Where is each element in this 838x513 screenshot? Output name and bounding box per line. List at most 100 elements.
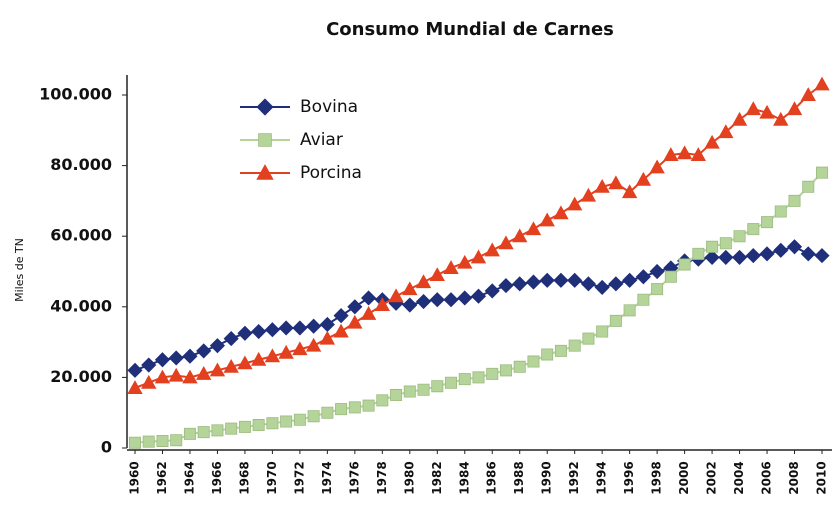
marker	[704, 249, 720, 265]
marker	[292, 320, 308, 336]
x-tick-label: 1988	[512, 461, 526, 494]
marker	[472, 371, 485, 384]
marker	[719, 237, 732, 250]
marker	[280, 415, 293, 428]
marker	[623, 304, 636, 317]
marker	[127, 380, 143, 394]
marker	[319, 316, 335, 333]
marker	[568, 339, 581, 352]
marker	[209, 362, 226, 377]
marker	[513, 360, 526, 373]
marker	[197, 426, 210, 439]
marker	[759, 246, 775, 262]
x-tick-label: 1996	[622, 461, 636, 494]
x-tick-label: 1970	[265, 461, 279, 494]
marker	[541, 348, 554, 361]
x-tick-label: 2006	[760, 461, 774, 494]
marker	[484, 242, 500, 257]
marker	[170, 434, 183, 447]
marker	[306, 318, 322, 334]
x-tick-label: 1964	[182, 461, 196, 494]
marker	[142, 435, 155, 448]
marker	[499, 364, 512, 377]
marker	[335, 403, 348, 416]
y-axis-label: Miles de TN	[13, 238, 26, 302]
marker	[663, 147, 679, 162]
marker	[745, 101, 761, 116]
x-tick-label: 1966	[210, 461, 224, 494]
legend-marker	[256, 164, 274, 180]
marker	[786, 101, 803, 116]
legend-label: Porcina	[300, 163, 362, 183]
marker	[237, 355, 253, 370]
marker	[307, 410, 320, 423]
marker	[761, 216, 774, 229]
marker	[580, 276, 596, 292]
marker	[527, 355, 540, 368]
marker	[388, 288, 404, 303]
marker	[649, 159, 665, 174]
marker	[635, 171, 652, 186]
marker	[154, 369, 171, 384]
marker	[127, 362, 143, 378]
x-tick-label: 1998	[650, 461, 664, 494]
marker	[594, 279, 610, 295]
x-tick-label: 2002	[705, 461, 719, 494]
y-tick-label: 0	[101, 438, 112, 457]
legend-marker	[256, 98, 274, 116]
legend-marker	[258, 133, 272, 147]
x-tick-label: 2004	[732, 461, 746, 494]
marker	[156, 434, 169, 447]
marker	[651, 283, 664, 296]
y-tick-label: 40.000	[50, 296, 112, 315]
marker	[250, 351, 267, 366]
marker	[293, 413, 306, 426]
marker	[486, 367, 499, 380]
marker	[431, 380, 444, 393]
marker	[802, 180, 815, 193]
marker	[141, 357, 157, 373]
marker	[348, 401, 361, 414]
marker	[347, 299, 363, 315]
marker	[238, 420, 251, 433]
marker	[445, 376, 458, 389]
marker	[374, 297, 390, 312]
marker	[333, 323, 349, 338]
marker	[470, 288, 487, 304]
marker	[225, 422, 238, 435]
series-line	[134, 245, 823, 372]
marker	[678, 258, 691, 271]
marker	[429, 292, 445, 308]
marker	[690, 147, 707, 162]
chart-title: Consumo Mundial de Carnes	[326, 19, 614, 40]
marker	[129, 436, 141, 449]
series-line	[134, 171, 823, 444]
marker	[498, 235, 514, 250]
marker	[362, 399, 375, 412]
marker	[458, 373, 471, 386]
marker	[196, 343, 212, 359]
marker	[360, 306, 377, 320]
marker	[608, 276, 624, 292]
x-tick-label: 1972	[292, 461, 306, 494]
legend-label: Aviar	[300, 130, 343, 150]
marker	[264, 322, 280, 338]
x-tick-label: 1984	[457, 461, 471, 494]
marker	[168, 350, 184, 366]
marker	[429, 267, 445, 282]
marker	[278, 320, 294, 336]
marker	[774, 205, 787, 218]
y-tick-label: 20.000	[50, 367, 112, 386]
x-tick-label: 1994	[595, 461, 609, 494]
marker	[402, 297, 418, 313]
marker	[733, 230, 746, 243]
marker	[319, 330, 336, 345]
y-tick-label: 80.000	[50, 155, 112, 174]
x-tick-label: 1982	[430, 461, 444, 494]
marker	[512, 276, 528, 292]
marker	[596, 325, 609, 338]
marker	[773, 242, 789, 258]
x-tick-label: 1968	[237, 461, 251, 494]
marker	[278, 344, 294, 359]
